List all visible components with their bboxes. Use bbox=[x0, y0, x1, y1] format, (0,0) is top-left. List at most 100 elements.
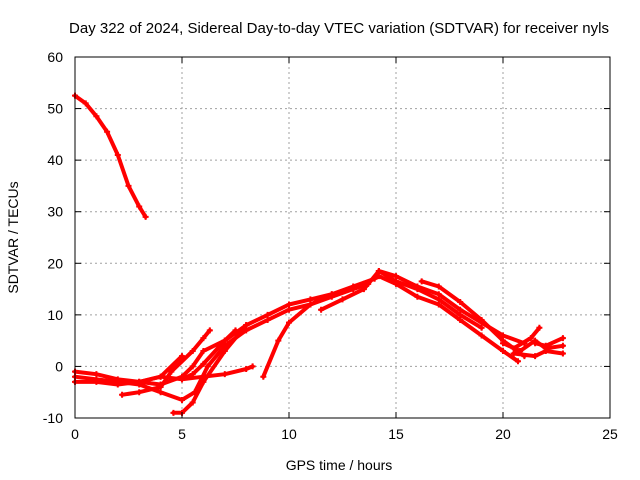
x-axis-label: GPS time / hours bbox=[286, 457, 393, 473]
plot-frame bbox=[74, 56, 611, 419]
data-point bbox=[318, 306, 325, 313]
y-tick-label: 40 bbox=[47, 152, 63, 168]
data-point bbox=[393, 273, 399, 280]
data-point bbox=[206, 327, 213, 334]
data-point bbox=[189, 363, 196, 370]
x-tick-label: 25 bbox=[602, 426, 618, 442]
data-point bbox=[286, 306, 292, 313]
data-point bbox=[114, 151, 121, 158]
x-tick-label: 20 bbox=[495, 426, 511, 442]
data-point bbox=[478, 324, 485, 331]
data-point bbox=[514, 358, 521, 365]
data-point bbox=[286, 301, 292, 308]
series-line-track-15 bbox=[511, 349, 565, 359]
data-point bbox=[435, 283, 442, 290]
data-point bbox=[457, 298, 464, 305]
data-point bbox=[260, 373, 267, 380]
data-point bbox=[249, 363, 256, 370]
data-point bbox=[500, 340, 506, 347]
data-point bbox=[189, 347, 196, 354]
data-point bbox=[532, 353, 539, 360]
x-tick-label: 5 bbox=[178, 426, 186, 442]
series-line-track-1 bbox=[73, 93, 148, 219]
data-point bbox=[393, 278, 399, 285]
data-point bbox=[189, 399, 196, 406]
data-point bbox=[114, 376, 121, 383]
data-point bbox=[457, 306, 464, 313]
data-point bbox=[93, 378, 100, 385]
data-point bbox=[457, 317, 464, 324]
y-axis-label: SDTVAR / TECUs bbox=[5, 181, 21, 293]
data-point bbox=[559, 350, 566, 357]
data-point bbox=[307, 296, 314, 303]
data-point bbox=[179, 376, 185, 383]
data-point bbox=[532, 340, 539, 347]
data-point bbox=[435, 296, 442, 303]
data-point bbox=[478, 332, 485, 339]
data-point bbox=[457, 311, 464, 318]
y-tick-label: 50 bbox=[47, 101, 63, 117]
data-point bbox=[119, 391, 126, 398]
data-point bbox=[243, 366, 250, 373]
data-point bbox=[104, 128, 111, 135]
series-line-track-13 bbox=[376, 269, 484, 330]
data-point bbox=[179, 353, 185, 360]
data-point bbox=[307, 301, 314, 308]
data-point bbox=[221, 347, 228, 354]
series-line-track-3 bbox=[73, 292, 334, 387]
data-point bbox=[204, 363, 211, 370]
data-point bbox=[559, 335, 566, 342]
y-tick-label: -10 bbox=[43, 410, 63, 426]
data-point bbox=[286, 319, 292, 326]
data-point bbox=[157, 381, 164, 388]
data-point bbox=[500, 347, 506, 354]
data-point bbox=[243, 322, 250, 329]
data-point bbox=[510, 350, 517, 357]
data-point bbox=[527, 335, 534, 342]
series-group bbox=[72, 92, 566, 416]
data-point bbox=[142, 213, 149, 220]
data-point bbox=[221, 371, 228, 378]
data-point bbox=[414, 286, 421, 293]
data-point bbox=[179, 396, 185, 403]
data-point bbox=[375, 273, 382, 280]
axis-ticks: 0 5 10 15 20 25 -10 0 10 20 30 40 50 60 bbox=[43, 49, 618, 442]
data-point bbox=[350, 283, 357, 290]
data-point bbox=[125, 182, 132, 189]
y-tick-label: 30 bbox=[47, 204, 63, 220]
data-point bbox=[93, 371, 100, 378]
data-point bbox=[114, 381, 121, 388]
data-point bbox=[168, 368, 175, 375]
chart-title: Day 322 of 2024, Sidereal Day-to-day VTE… bbox=[69, 20, 609, 37]
data-point bbox=[136, 203, 143, 210]
data-point bbox=[375, 268, 382, 275]
data-point bbox=[136, 389, 143, 396]
x-tick-label: 0 bbox=[71, 426, 79, 442]
y-tick-label: 10 bbox=[47, 307, 63, 323]
data-point bbox=[200, 335, 207, 342]
data-point bbox=[200, 373, 207, 380]
data-point bbox=[559, 342, 566, 349]
data-point bbox=[200, 378, 207, 385]
data-point bbox=[435, 291, 442, 298]
data-point bbox=[360, 286, 367, 293]
data-point bbox=[542, 347, 549, 354]
data-point bbox=[264, 317, 271, 324]
data-point bbox=[418, 278, 425, 285]
x-tick-label: 15 bbox=[388, 426, 404, 442]
y-tick-label: 0 bbox=[55, 358, 63, 374]
data-point bbox=[157, 373, 164, 380]
data-point bbox=[500, 332, 506, 339]
x-tick-label: 10 bbox=[281, 426, 297, 442]
grid bbox=[75, 57, 610, 418]
data-point bbox=[170, 409, 177, 416]
data-point bbox=[435, 301, 442, 308]
data-point bbox=[360, 280, 367, 287]
series-line-track-4 bbox=[73, 354, 184, 384]
data-point bbox=[200, 360, 207, 367]
data-point bbox=[221, 337, 228, 344]
data-point bbox=[232, 327, 239, 334]
data-point bbox=[510, 345, 517, 352]
